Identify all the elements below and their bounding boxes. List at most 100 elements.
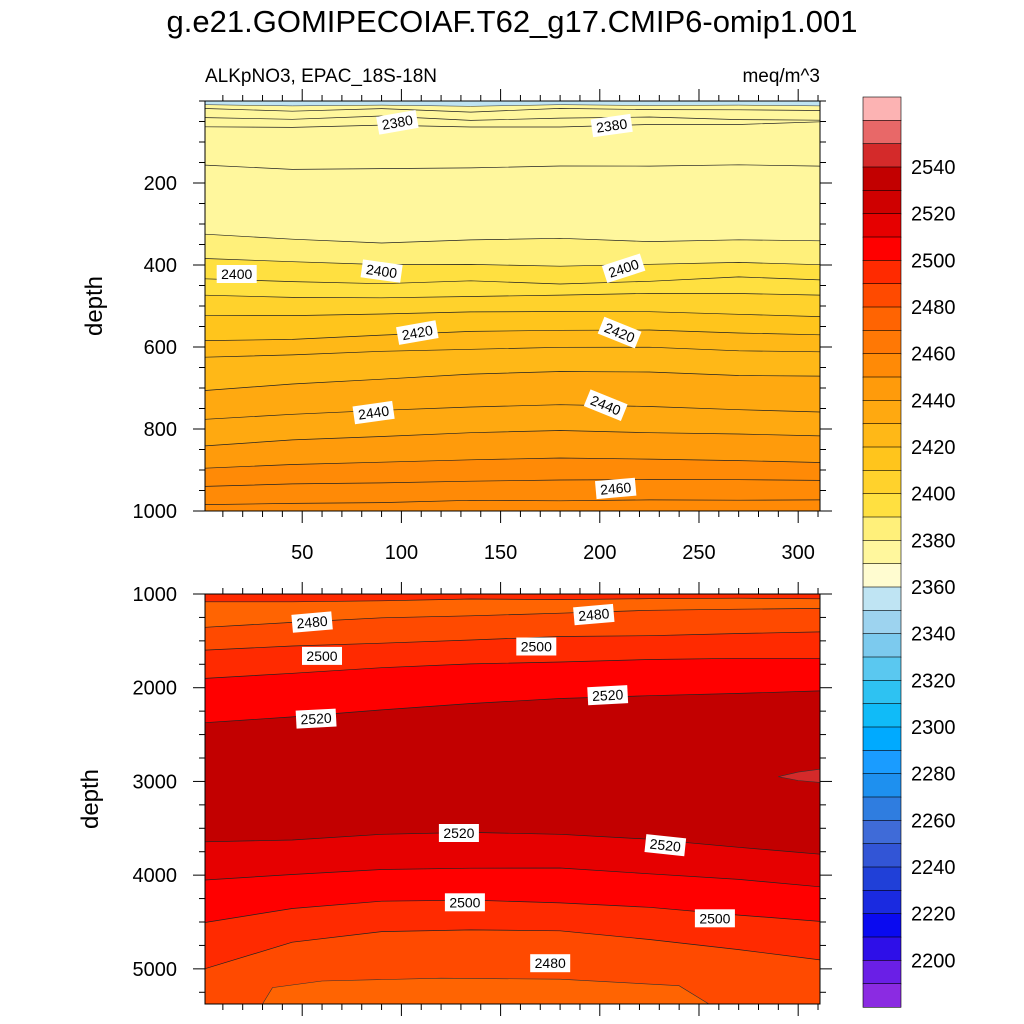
contour-label-text: 2500 (449, 894, 480, 910)
contour-line (205, 929, 820, 970)
contour-line (205, 346, 820, 358)
contour-label: 2400 (601, 253, 646, 284)
colorbar-tick-label: 2360 (911, 577, 956, 599)
lower-contour-panel: 2480 2480 2500 2500 2520 2520 2520 2520 2500 2500… (77, 582, 832, 1016)
colorbar-tick-label: 2520 (911, 204, 956, 226)
colorbar-swatch (862, 166, 902, 191)
colorbar-swatch (862, 796, 902, 821)
colorbar-swatch (862, 773, 902, 798)
lower-contour-fill (205, 594, 820, 1004)
contour-line (205, 631, 820, 651)
contour-label-text: 2480 (535, 955, 566, 971)
y-tick-label: 400 (144, 255, 177, 277)
colorbar-tick-label: 2400 (911, 484, 956, 506)
contour-line (205, 867, 820, 888)
contour-line (205, 115, 820, 121)
contour-label: 2480 (291, 611, 333, 633)
contour-label-box (291, 611, 333, 633)
colorbar-tick-label: 2300 (911, 717, 956, 739)
contour-line (205, 329, 820, 341)
y-tick-label: 600 (144, 337, 177, 359)
contour-label-box (396, 320, 439, 345)
colorbar-swatch (862, 306, 902, 331)
contour-label-box (573, 603, 615, 626)
contour-label: 2520 (295, 708, 337, 729)
contour-label-text: 2420 (401, 322, 435, 343)
contour-line (205, 499, 820, 505)
contour-line (205, 233, 820, 244)
contour-label-text: 2400 (365, 261, 398, 281)
colorbar-swatch (862, 540, 902, 565)
x-tick-label: 100 (385, 542, 418, 564)
contour-line (205, 371, 820, 391)
colorbar-tick-label: 2320 (911, 670, 956, 692)
contour-label: 2400 (360, 259, 403, 283)
contour-label: 2440 (352, 400, 395, 425)
y-tick-label: 2000 (133, 678, 178, 700)
colorbar-swatch (862, 120, 902, 145)
contour-line (205, 164, 820, 170)
colorbar: 2200 2220 2240 2260 2280 2300 2320 2340 2360 2380… (862, 96, 956, 1008)
lower-contour-labels: 2480 2480 2500 2500 2520 2520 2520 2520 2500 2500… (291, 603, 735, 973)
contour-label-text: 2500 (521, 639, 552, 655)
colorbar-swatch (862, 586, 902, 611)
contour-line (205, 311, 820, 317)
contour-label-text: 2520 (300, 710, 332, 728)
contour-label-box (583, 389, 628, 422)
contour-label-box (590, 113, 633, 138)
contour-label-text: 2380 (595, 115, 628, 135)
colorbar-swatch (862, 960, 902, 985)
contour-label-box (597, 316, 642, 349)
colorbar-swatch (862, 96, 902, 121)
colorbar-swatch (862, 470, 902, 495)
contour-line (205, 121, 820, 128)
x-tick-label: 250 (682, 542, 715, 564)
contour-label: 2420 (396, 320, 439, 345)
y-tick-label: 4000 (133, 865, 178, 887)
y-tick-label: 1000 (133, 584, 178, 606)
contour-line (205, 657, 820, 679)
contour-label-box (694, 909, 735, 928)
contour-label-box (295, 708, 337, 729)
colorbar-swatch (862, 376, 902, 401)
contour-label: 2520 (438, 824, 479, 842)
contour-label: 2500 (444, 893, 485, 912)
y-tick-label: 1000 (133, 501, 178, 523)
colorbar-tick-label: 2440 (911, 390, 956, 412)
colorbar-swatch (862, 493, 902, 518)
y-tick-label: 5000 (133, 959, 178, 981)
colorbar-swatch (862, 843, 902, 868)
contour-line (205, 832, 820, 855)
colorbar-tick-label: 2380 (911, 530, 956, 552)
y-tick-label: 800 (144, 419, 177, 441)
x-tick-label: 200 (583, 542, 616, 564)
contour-label: 2400 (216, 265, 257, 283)
colorbar-tick-label: 2420 (911, 437, 956, 459)
colorbar-swatch (862, 190, 902, 215)
x-tick-label: 300 (781, 542, 814, 564)
contour-label: 2460 (594, 477, 637, 500)
contour-line (205, 597, 820, 603)
colorbar-swatch (862, 750, 902, 775)
colorbar-swatch (862, 236, 902, 261)
lower-axes: 1000 2000 3000 4000 5000 (133, 582, 832, 1016)
colorbar-swatch (862, 936, 902, 961)
colorbar-tick-label: 2260 (911, 810, 956, 832)
contour-line (205, 404, 820, 420)
contour-label-text: 2480 (296, 613, 329, 632)
colorbar-tick-label: 2220 (911, 904, 956, 926)
contour-label-text: 2400 (221, 266, 252, 282)
contour-label-text: 2520 (649, 836, 682, 855)
contour-label-box (530, 954, 571, 973)
lower-y-axis-label: depth (77, 769, 104, 829)
lower-plot-frame (204, 593, 821, 1005)
contour-label-box (216, 265, 257, 283)
contour-label-text: 2520 (592, 686, 624, 704)
contour-label-box (587, 685, 629, 706)
x-tick-label: 50 (291, 542, 313, 564)
contour-line (205, 276, 820, 285)
contour-label-box (594, 477, 637, 500)
colorbar-swatch (862, 330, 902, 355)
contour-label-box (352, 400, 395, 425)
contour-label: 2520 (587, 685, 629, 706)
